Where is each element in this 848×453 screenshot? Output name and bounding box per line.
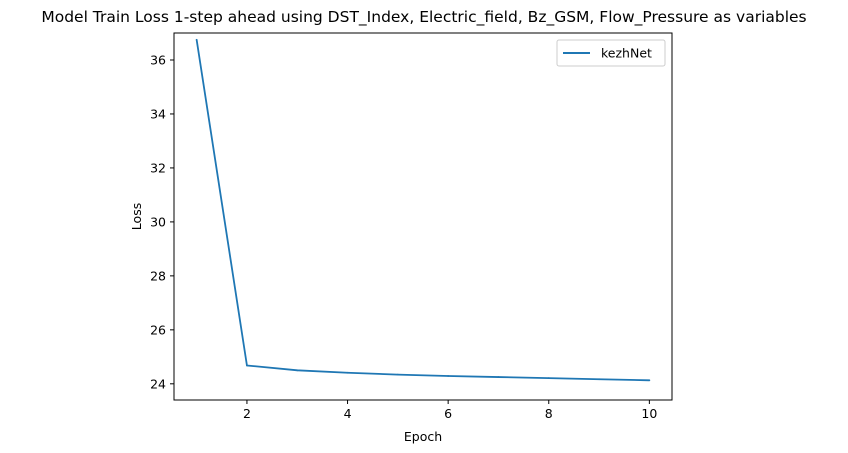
plot-area bbox=[173, 32, 673, 401]
x-tick-label: 8 bbox=[545, 406, 553, 421]
data-point bbox=[396, 373, 399, 376]
data-point bbox=[598, 378, 600, 381]
series-layer bbox=[195, 38, 651, 382]
x-tick-label: 2 bbox=[243, 406, 251, 421]
y-tick-label: 24 bbox=[150, 376, 166, 391]
data-point bbox=[246, 364, 248, 367]
y-tick-label: 34 bbox=[150, 106, 166, 121]
y-tick-label: 26 bbox=[150, 322, 166, 337]
data-point bbox=[346, 371, 349, 374]
x-tick-label: 10 bbox=[641, 406, 657, 421]
data-point bbox=[447, 375, 450, 377]
legend-box bbox=[556, 39, 666, 67]
data-point bbox=[648, 379, 651, 382]
x-axis: 2 4 6 8 10 bbox=[243, 400, 657, 421]
x-tick-label: 4 bbox=[344, 406, 352, 421]
legend: kezhNet bbox=[556, 39, 666, 67]
y-tick-label: 30 bbox=[150, 214, 166, 229]
legend-label-kezhnet: kezhNet bbox=[601, 46, 652, 61]
data-point bbox=[296, 369, 299, 372]
series-line-kezhnet bbox=[195, 39, 650, 382]
y-axis: 24 26 28 30 32 34 36 bbox=[150, 52, 174, 391]
x-axis-label: Epoch bbox=[404, 429, 442, 444]
x-tick-label: 6 bbox=[444, 406, 452, 421]
y-axis-label: Loss bbox=[129, 203, 144, 230]
data-point bbox=[547, 377, 550, 380]
data-point bbox=[497, 376, 500, 378]
chart-title: Model Train Loss 1-step ahead using DST_… bbox=[41, 8, 806, 27]
y-tick-label: 36 bbox=[150, 52, 166, 67]
y-tick-label: 28 bbox=[150, 268, 166, 283]
y-tick-label: 32 bbox=[150, 160, 166, 175]
data-point bbox=[195, 38, 198, 41]
